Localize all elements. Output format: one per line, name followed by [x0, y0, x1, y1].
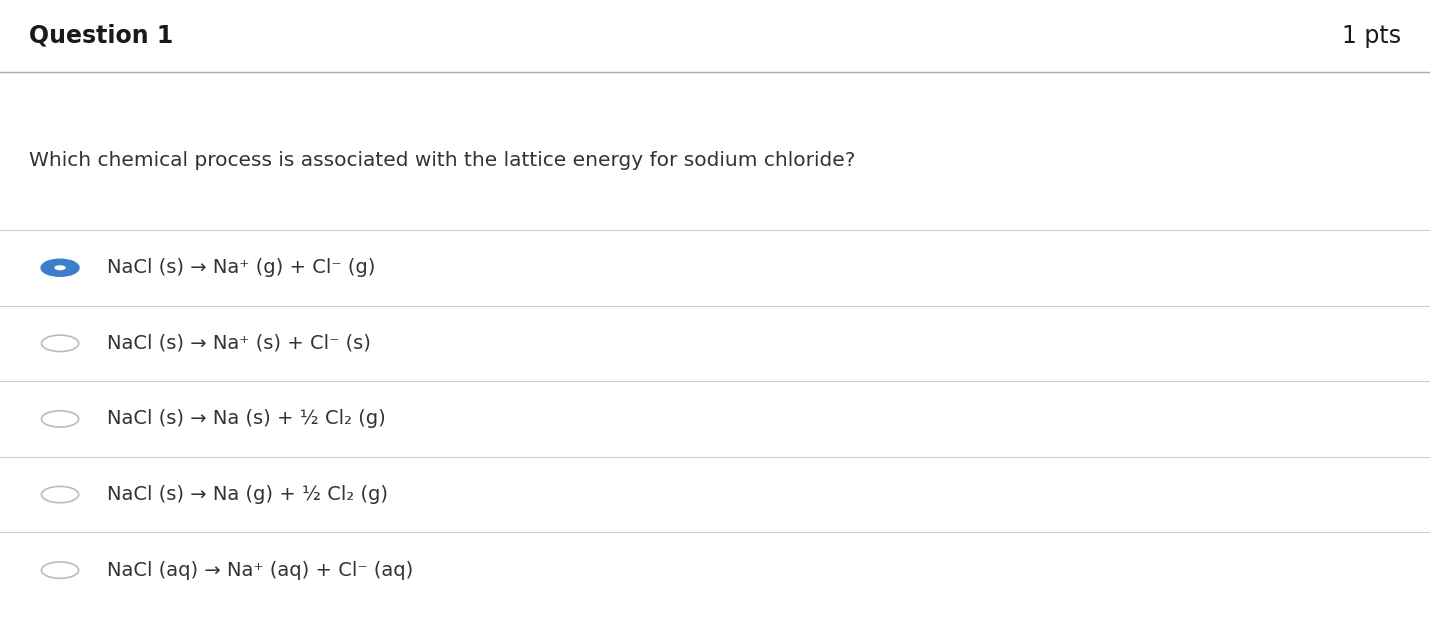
Text: NaCl (aq) → Na⁺ (aq) + Cl⁻ (aq): NaCl (aq) → Na⁺ (aq) + Cl⁻ (aq)	[107, 561, 413, 580]
Text: 1 pts: 1 pts	[1343, 24, 1401, 48]
Text: Which chemical process is associated with the lattice energy for sodium chloride: Which chemical process is associated wit…	[29, 151, 855, 170]
Circle shape	[41, 486, 79, 503]
Circle shape	[41, 411, 79, 427]
Circle shape	[41, 562, 79, 578]
Text: NaCl (s) → Na (s) + ½ Cl₂ (g): NaCl (s) → Na (s) + ½ Cl₂ (g)	[107, 410, 386, 428]
Circle shape	[41, 260, 79, 276]
Circle shape	[41, 335, 79, 352]
Text: NaCl (s) → Na (g) + ½ Cl₂ (g): NaCl (s) → Na (g) + ½ Cl₂ (g)	[107, 485, 389, 504]
Text: Question 1: Question 1	[29, 24, 173, 48]
Text: NaCl (s) → Na⁺ (g) + Cl⁻ (g): NaCl (s) → Na⁺ (g) + Cl⁻ (g)	[107, 258, 376, 277]
Circle shape	[54, 265, 66, 270]
Text: NaCl (s) → Na⁺ (s) + Cl⁻ (s): NaCl (s) → Na⁺ (s) + Cl⁻ (s)	[107, 334, 372, 353]
